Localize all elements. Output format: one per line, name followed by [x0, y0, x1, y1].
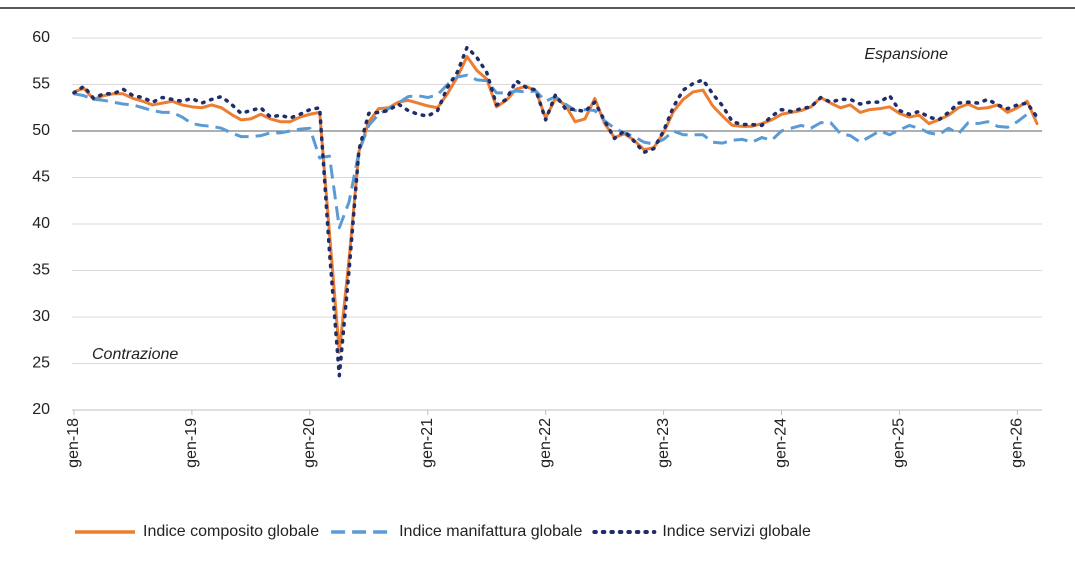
x-tick-label: gen-26	[1009, 418, 1026, 468]
x-tick-label: gen-23	[655, 418, 672, 468]
x-tick-label: gen-19	[183, 418, 200, 468]
series-line	[72, 55, 1039, 354]
y-tick-label: 25	[32, 355, 50, 372]
x-tick-label: gen-20	[301, 418, 318, 468]
y-tick-label: 35	[32, 262, 50, 279]
y-tick-label: 50	[32, 122, 50, 139]
x-tick-label: gen-24	[773, 418, 790, 468]
y-tick-label: 20	[32, 401, 50, 418]
legend-label: Indice servizi globale	[662, 523, 811, 540]
y-tick-label: 55	[32, 76, 50, 93]
x-tick-label: gen-18	[65, 418, 82, 468]
y-tick-label: 60	[32, 29, 50, 46]
y-tick-label: 30	[32, 308, 50, 325]
annotation: Contrazione	[92, 346, 178, 363]
x-tick-label: gen-22	[537, 418, 554, 468]
y-tick-label: 45	[32, 169, 50, 186]
x-tick-label: gen-21	[419, 418, 436, 468]
legend-label: Indice manifattura globale	[399, 523, 582, 540]
legend-label: Indice composito globale	[143, 523, 319, 540]
annotation: Espansione	[864, 46, 948, 63]
y-tick-label: 40	[32, 215, 50, 232]
series-line	[72, 45, 1039, 378]
x-tick-label: gen-25	[891, 418, 908, 468]
